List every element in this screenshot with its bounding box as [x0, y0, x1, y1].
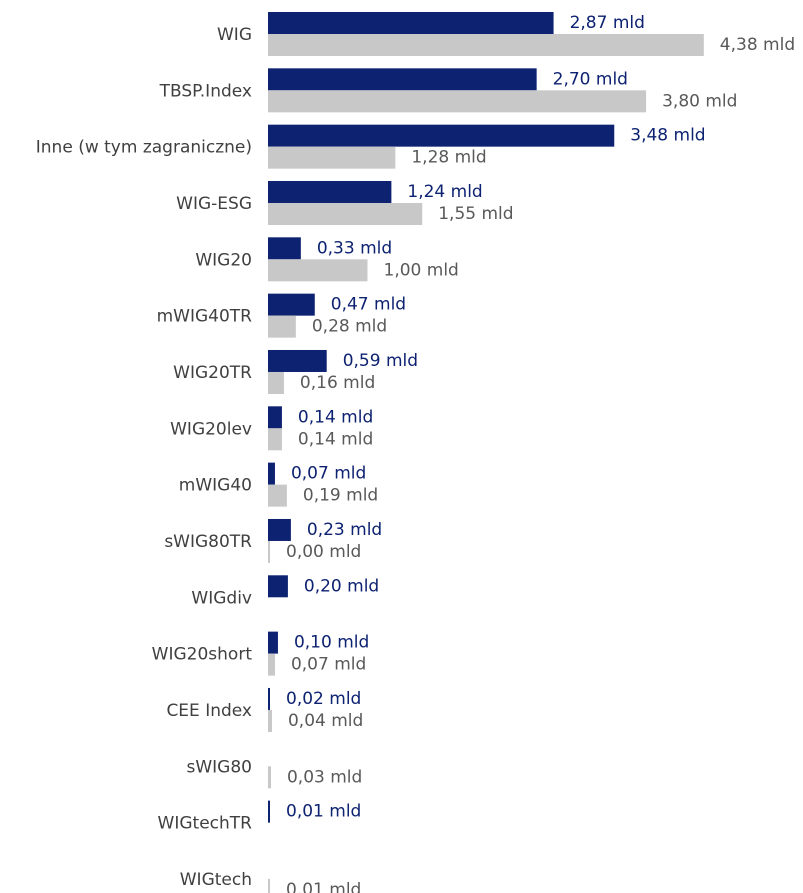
data-label: 0,59 mld [343, 351, 418, 371]
bar-series-1 [268, 349, 327, 372]
bar-series-2 [268, 428, 282, 451]
bar-series-1 [268, 575, 288, 598]
data-label: 4,38 mld [720, 35, 795, 55]
bar-series-2 [268, 202, 423, 225]
data-label: 0,01 mld [286, 802, 361, 822]
bar-series-2 [268, 90, 647, 113]
data-label: 1,28 mld [411, 148, 486, 168]
bar-series-1 [268, 462, 275, 485]
bar-series-2 [268, 371, 284, 394]
data-label: 0,23 mld [307, 520, 382, 540]
data-label: 0,02 mld [286, 689, 361, 709]
bar-series-2 [268, 878, 270, 893]
category-label: WIGtech [180, 870, 252, 890]
data-label: 0,47 mld [331, 295, 406, 315]
bar-series-1 [268, 124, 615, 147]
data-label: 1,55 mld [438, 204, 513, 224]
data-label: 0,20 mld [304, 576, 379, 596]
data-label: 0,28 mld [312, 317, 387, 337]
data-label: 3,48 mld [630, 126, 705, 146]
category-label: WIG20short [152, 645, 253, 665]
bar-series-1 [268, 180, 392, 203]
data-label: 0,19 mld [303, 486, 378, 506]
bar-series-1 [268, 687, 270, 710]
bar-series-2 [268, 766, 271, 789]
data-label: 0,03 mld [287, 767, 362, 787]
category-label: mWIG40TR [157, 307, 253, 327]
bar-series-1 [268, 293, 315, 316]
category-label: WIG20 [195, 250, 252, 270]
category-label: CEE Index [166, 701, 252, 721]
data-label: 2,70 mld [553, 69, 628, 89]
category-label: WIGdiv [191, 588, 252, 608]
data-label: 0,07 mld [291, 464, 366, 484]
category-label: Inne (w tym zagraniczne) [36, 138, 252, 158]
bar-series-1 [268, 68, 537, 91]
bar-series-1 [268, 800, 270, 823]
data-label: 0,00 mld [286, 542, 361, 562]
bar-series-1 [268, 12, 554, 34]
data-label: 0,14 mld [298, 429, 373, 449]
data-label: 1,00 mld [384, 260, 459, 280]
category-label: WIG-ESG [176, 194, 252, 214]
data-label: 2,87 mld [570, 13, 645, 33]
data-label: 0,16 mld [300, 373, 375, 393]
bar-series-2 [268, 315, 296, 338]
category-label: mWIG40 [179, 476, 252, 496]
category-label: WIG20TR [173, 363, 252, 383]
data-label: 0,01 mld [286, 880, 361, 893]
bar-series-1 [268, 631, 278, 654]
bar-series-2 [268, 259, 368, 282]
bar-series-1 [268, 406, 282, 429]
data-label: 0,07 mld [291, 655, 366, 675]
bar-series-2 [268, 484, 287, 507]
bar-series-1 [268, 518, 291, 541]
category-label: sWIG80 [187, 757, 253, 777]
category-label: sWIG80TR [164, 532, 252, 552]
bar-series-2 [268, 146, 396, 169]
bar-series-2 [268, 653, 275, 676]
data-label: 3,80 mld [662, 91, 737, 111]
data-label: 0,33 mld [317, 238, 392, 258]
category-label: TBSP.Index [159, 81, 252, 101]
category-label: WIG20lev [170, 419, 252, 439]
bar-series-1 [268, 237, 301, 260]
bar-series-2 [268, 34, 704, 56]
category-label: WIGtechTR [158, 814, 253, 834]
data-label: 1,24 mld [407, 182, 482, 202]
bar-series-2 [268, 540, 270, 563]
bar-series-2 [268, 709, 272, 732]
data-label: 0,10 mld [294, 633, 369, 653]
category-label: WIG [217, 25, 252, 45]
data-label: 0,04 mld [288, 711, 363, 731]
data-label: 0,14 mld [298, 407, 373, 427]
